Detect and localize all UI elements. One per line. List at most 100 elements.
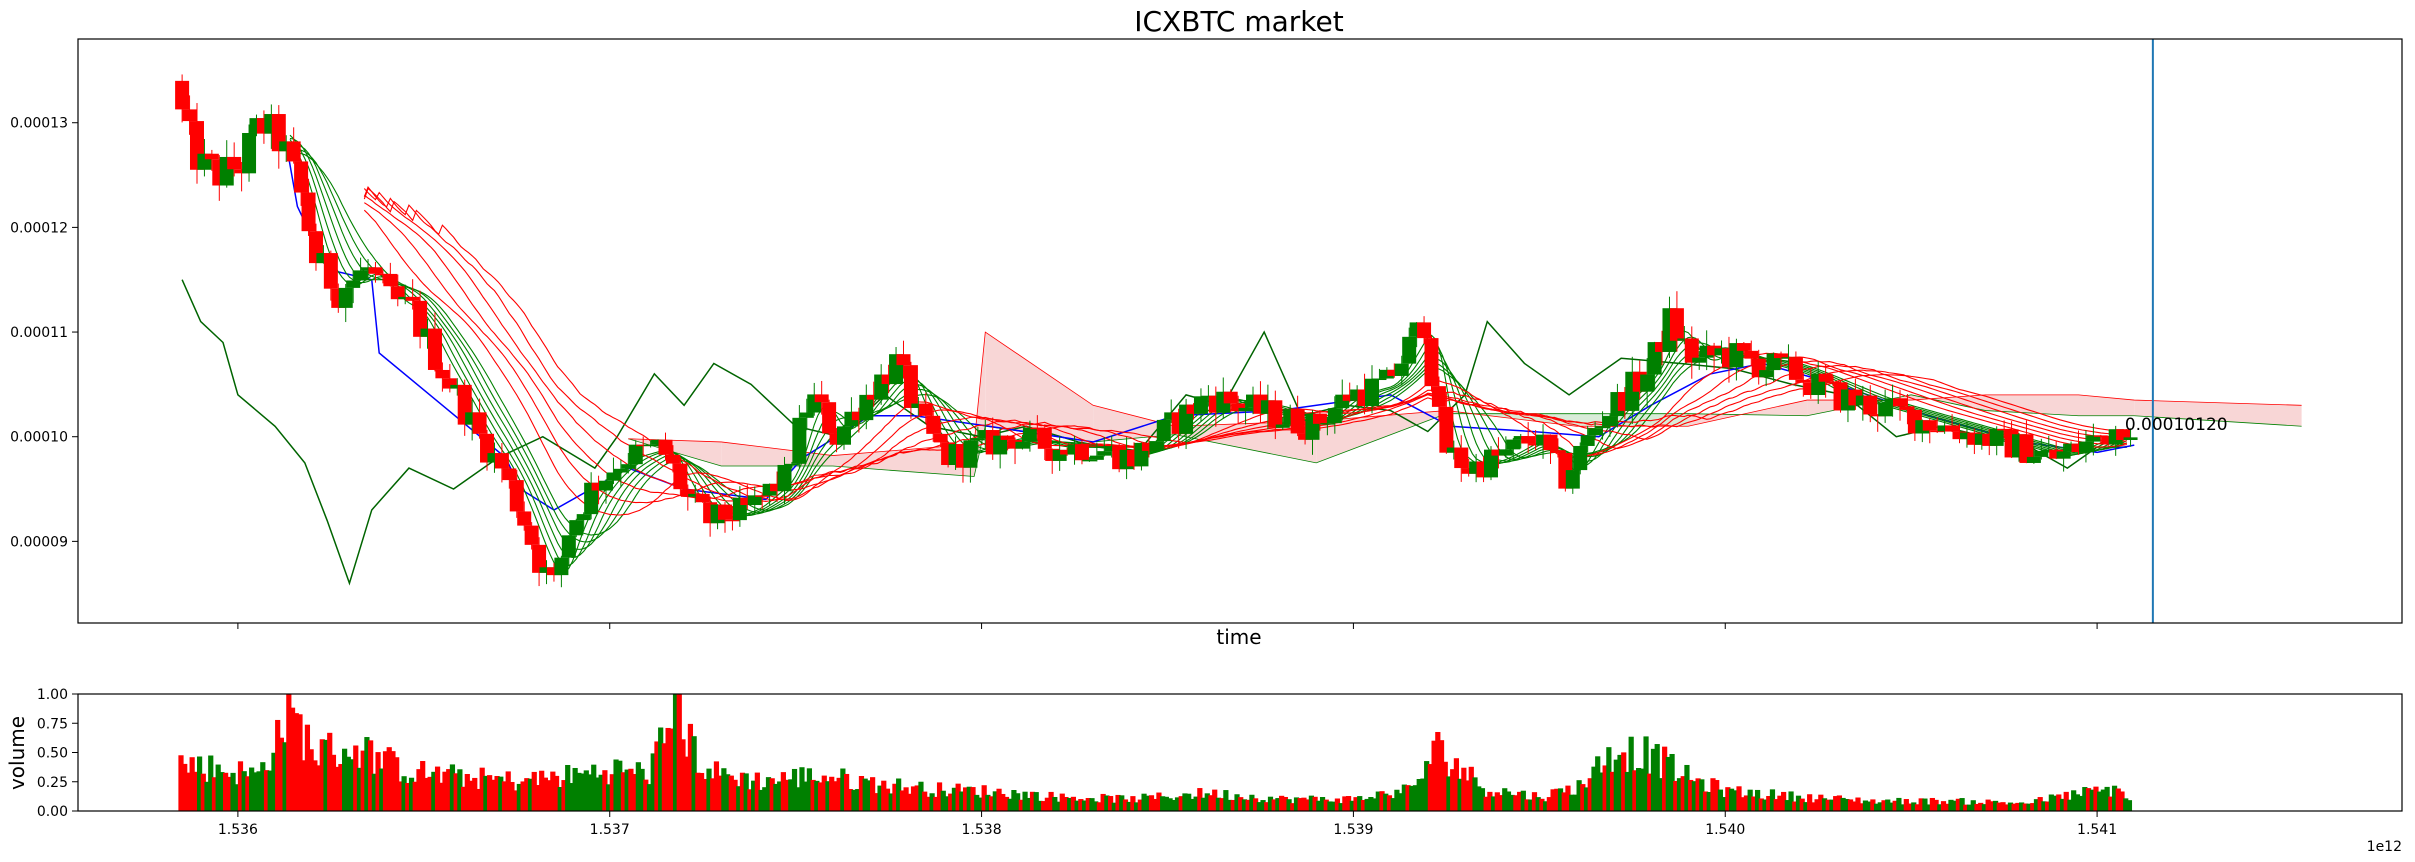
volume-bar (1762, 799, 1768, 811)
candle-body (1826, 381, 1841, 384)
volume-bar (2056, 794, 2062, 811)
volume-bar (1453, 758, 1460, 811)
volume-bar (1394, 789, 1400, 811)
volume-axis-offset: 1e12 (2367, 839, 2402, 855)
volume-bar (293, 713, 299, 811)
volume-bar (1911, 802, 1917, 811)
volume-bar (1922, 798, 1928, 811)
candle-body (799, 412, 814, 418)
volume-bar (1699, 779, 1705, 811)
candle-body (1312, 413, 1327, 424)
candle-body (338, 287, 353, 308)
volume-bar (1836, 795, 1843, 811)
candle-body (234, 169, 249, 174)
candle-body (1424, 338, 1439, 387)
candle-body (502, 468, 517, 481)
volume-bar (922, 791, 928, 811)
volume-bar (1885, 799, 1891, 811)
volume-bar (1572, 794, 1578, 811)
volume-bar (1513, 795, 1519, 811)
candle-body (777, 464, 792, 492)
volume-bar (1464, 780, 1471, 811)
candle-body (747, 495, 762, 506)
volume-bar (1018, 799, 1024, 811)
candle-body (450, 384, 465, 389)
volume-bar (252, 772, 258, 811)
candle-body (926, 415, 941, 434)
volume-bar (1033, 792, 1039, 811)
candle-body (896, 354, 911, 366)
volume-bar (1111, 802, 1117, 811)
candle-body (494, 453, 509, 469)
volume-bar (1740, 797, 1746, 811)
candle-body (2056, 451, 2071, 459)
volume-bar (914, 785, 920, 811)
candle-body (420, 328, 435, 337)
candle-body (1089, 455, 1104, 460)
volume-bar (1048, 791, 1054, 811)
volume-bar (598, 774, 604, 811)
cloud-segment (2078, 394, 2135, 416)
volume-bar (676, 694, 682, 811)
volume-bar (2007, 802, 2014, 811)
volume-bar (2033, 799, 2040, 811)
volume-bar (334, 766, 340, 811)
volume-bar (1647, 773, 1653, 811)
volume-bar (565, 764, 571, 811)
volume-bar (1650, 748, 1657, 811)
candle-body (1952, 431, 1967, 440)
volume-bar (431, 771, 437, 811)
candle-body (695, 493, 710, 503)
candle-body (405, 296, 420, 301)
volume-bar (1338, 803, 1344, 811)
cloud-segment (2134, 400, 2302, 427)
candle-body (1774, 353, 1789, 359)
cloud-segment (1985, 394, 2079, 416)
volume-bar (520, 781, 526, 811)
candle-body (1536, 434, 1551, 446)
volume-bar (2048, 794, 2054, 811)
volume-bar (349, 759, 355, 811)
volume-bar (539, 770, 545, 811)
volume-bar (1583, 787, 1590, 811)
volume-bar (345, 756, 351, 811)
volume-panel: 1.536 1.537 1.538 1.539 1.540 1.541 0.000.250… (5, 687, 2403, 855)
volume-bar (416, 769, 422, 811)
volume-bar (2019, 802, 2025, 811)
volume-bar (405, 782, 411, 811)
candle-body (182, 109, 197, 122)
volume-bar (1226, 799, 1233, 811)
candle-body (1350, 389, 1365, 401)
volume-bar (1628, 736, 1634, 811)
volume-bar (438, 782, 444, 811)
volume-bar (985, 794, 991, 811)
volume-bar (992, 791, 998, 811)
volume-bar (561, 780, 567, 811)
volume-bar (1598, 772, 1605, 811)
volume-bar (1680, 776, 1686, 811)
volume-bar (635, 762, 641, 811)
volume-bar (1438, 740, 1445, 811)
volume-bar (1784, 800, 1790, 811)
candle-body (1974, 433, 1989, 445)
volume-bar (576, 772, 582, 811)
candle-body (1945, 425, 1960, 432)
candle-body (2019, 434, 2034, 463)
volume-bar (1290, 803, 1296, 811)
volume-x-ticks: 1.536 1.537 1.538 1.539 1.540 1.541 (218, 811, 2117, 838)
volume-bar (356, 767, 363, 811)
volume-bar (479, 767, 485, 811)
volume-bar (1096, 802, 1103, 811)
volume-bar (680, 739, 686, 811)
volume-bar (2085, 788, 2092, 811)
volume-bar (245, 776, 251, 811)
volume-bar (1208, 795, 1214, 811)
volume-bar (1078, 799, 1084, 811)
volume-bar (825, 781, 831, 811)
volume-bar (1565, 785, 1571, 811)
candle-body (242, 132, 257, 174)
volume-bar (535, 785, 541, 811)
volume-bar (423, 777, 430, 811)
candle-body (1677, 338, 1692, 341)
volume-bar (1918, 798, 1924, 811)
